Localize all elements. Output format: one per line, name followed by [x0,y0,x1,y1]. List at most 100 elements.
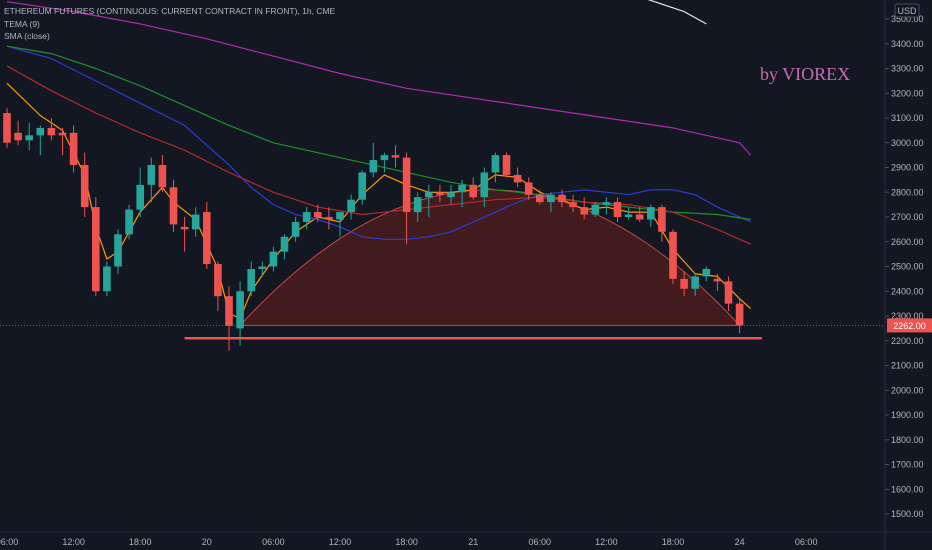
candle-body [36,127,45,136]
candlestick-series [3,108,744,351]
candle-body [502,155,511,175]
y-tick-label: 2300.00 [891,311,924,321]
candle-body [436,192,444,195]
x-tick-label: 06:00 [529,537,552,547]
candle-body [336,212,344,220]
x-tick-label: 06:00 [0,537,18,547]
candle-body [513,174,522,183]
y-tick-label: 2700.00 [891,212,924,222]
candle-body [214,264,222,297]
candle-body [14,132,22,141]
candle-body [280,236,289,252]
candle-body [602,202,611,205]
y-tick-label: 3100.00 [891,113,924,123]
candle-body [547,194,555,203]
candle-body [558,194,566,203]
candle-body [691,276,699,289]
candle-body [191,214,200,230]
x-tick-label: 06:00 [795,537,818,547]
currency-badge[interactable]: USD [894,3,920,18]
x-tick-label: 18:00 [662,537,685,547]
candle-body [680,278,688,289]
candle-body [380,155,389,161]
candle-body [469,184,477,198]
y-tick-label: 2800.00 [891,187,924,197]
candle-body [491,155,500,173]
y-tick-label: 2000.00 [891,385,924,395]
candle-body [524,182,533,195]
candle-body [291,221,300,237]
y-tick-label: 1800.00 [891,435,924,445]
y-tick-label: 1500.00 [891,509,924,519]
candle-body [92,207,100,292]
y-tick-label: 3300.00 [891,64,924,74]
indicator-tema-label[interactable]: TEMA (9) [4,18,40,29]
candle-body [147,165,156,185]
y-tick-label: 2500.00 [891,262,924,272]
candle-body [80,165,89,208]
symbol-title[interactable]: ETHEREUM FUTURES (CONTINUOUS: CURRENT CO… [4,6,336,16]
indicator-sma-label[interactable]: SMA (close) [4,31,50,41]
candle-body [136,184,144,210]
y-tick-label: 1600.00 [891,484,924,494]
candle-body [447,192,455,198]
y-tick-label: 3000.00 [891,138,924,148]
x-tick-label: 21 [468,537,478,547]
currency-badge-box [894,3,920,18]
candle-body [735,303,744,326]
sma_red-line [6,65,751,245]
chart-legend: ETHEREUM FUTURES (CONTINUOUS: CURRENT CO… [4,5,335,43]
candle-body [669,231,677,279]
candle-body [3,113,11,143]
candle-body [580,207,588,215]
candle-body [713,278,722,282]
candle-body [702,268,711,277]
candle-body [369,160,378,173]
candle-body [480,172,489,198]
candle-body [236,291,244,329]
y-tick-label: 2600.00 [891,237,924,247]
candle-body [635,214,644,220]
y-tick-label: 1700.00 [891,460,924,470]
candle-body [225,296,233,326]
x-tick-label: 12:00 [329,537,352,547]
candle-body [391,155,400,158]
candle-body [180,226,189,230]
y-tick-label: 1900.00 [891,410,924,420]
candle-body [247,268,255,292]
candle-body [591,204,600,215]
x-tick-label: 12:00 [595,537,618,547]
x-tick-label: 20 [202,537,212,547]
candle-body [314,212,322,217]
candle-body [724,281,733,304]
last-price-badge-box [887,318,932,333]
x-tick-label: 24 [735,537,745,547]
candle-body [25,135,33,141]
candle-body [302,212,311,222]
y-tick-label: 3200.00 [891,88,924,98]
candle-body [358,172,366,200]
last-price-badge: 2262.00 [887,318,932,333]
candle-body [536,194,544,203]
candle-body [658,207,666,232]
candle-body [203,212,211,265]
candle-body [158,165,167,188]
sma_purple-line [6,1,752,156]
candle-body [613,202,622,217]
y-tick-label: 2100.00 [891,361,924,371]
x-tick-label: 18:00 [395,537,418,547]
candle-body [458,184,466,193]
candle-body [425,192,433,198]
y-tick-label: 2200.00 [891,336,924,346]
candle-body [114,234,122,267]
y-tick-label: 2900.00 [891,163,924,173]
y-tick-label: 3500.00 [891,14,924,24]
candle-body [569,202,577,208]
x-tick-label: 12:00 [62,537,85,547]
sma_blue-line [6,45,751,240]
candle-body [169,187,178,225]
candle-body [413,197,422,213]
candle-body [647,207,655,220]
